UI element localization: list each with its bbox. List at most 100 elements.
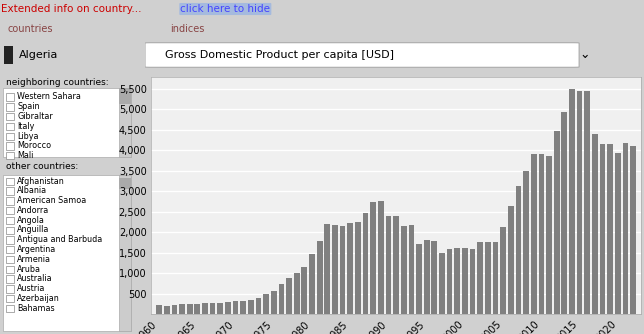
Bar (469, 249, 475, 314)
Bar (256, 298, 261, 314)
Text: Libya: Libya (17, 132, 39, 141)
Text: Bahamas: Bahamas (17, 304, 55, 313)
FancyBboxPatch shape (145, 43, 579, 67)
Bar (340, 225, 345, 314)
Bar (156, 305, 162, 314)
Bar (6, 187, 14, 195)
Bar (286, 278, 292, 314)
Bar (516, 186, 521, 314)
Text: click here to hide: click here to hide (180, 4, 270, 14)
Text: Angola: Angola (17, 216, 45, 225)
Bar (119, 175, 131, 331)
Bar (370, 202, 376, 314)
Bar (6, 246, 14, 254)
Bar (508, 206, 514, 314)
Text: Mali: Mali (17, 151, 33, 160)
Bar (240, 301, 246, 314)
Bar (600, 144, 605, 314)
Bar (6, 285, 14, 293)
Bar (6, 178, 14, 185)
Text: Armenia: Armenia (17, 255, 52, 264)
Bar (546, 156, 552, 314)
Bar (317, 241, 323, 314)
Bar (462, 248, 468, 314)
Bar (562, 112, 567, 314)
Bar (408, 225, 414, 314)
Bar (309, 254, 315, 314)
Bar (523, 171, 529, 314)
Bar (179, 304, 185, 314)
Text: Austria: Austria (17, 284, 46, 293)
FancyBboxPatch shape (3, 89, 131, 157)
Bar (431, 241, 437, 314)
Text: Algeria: Algeria (19, 50, 58, 60)
Text: Antigua and Barbuda: Antigua and Barbuda (17, 235, 102, 244)
Bar (485, 242, 491, 314)
Text: Gibraltar: Gibraltar (17, 112, 53, 121)
Bar (5, 46, 13, 64)
Text: Australia: Australia (17, 274, 53, 283)
Bar (554, 132, 560, 314)
Bar (248, 300, 254, 314)
Bar (615, 153, 621, 314)
Bar (363, 213, 368, 314)
Text: ⌄: ⌄ (579, 48, 590, 61)
Text: Anguilla: Anguilla (17, 225, 50, 234)
Bar (416, 244, 422, 314)
Text: Azerbaijan: Azerbaijan (17, 294, 60, 303)
Bar (6, 142, 14, 150)
Text: countries: countries (7, 24, 53, 34)
Bar (607, 144, 613, 314)
Bar (119, 89, 131, 104)
Bar (424, 240, 430, 314)
Bar (6, 123, 14, 130)
Bar (6, 133, 14, 140)
Bar (6, 113, 14, 121)
Text: Albania: Albania (17, 186, 48, 195)
Bar (6, 295, 14, 302)
Bar (279, 284, 284, 314)
Bar (386, 216, 392, 314)
Text: Argentina: Argentina (17, 245, 57, 254)
Bar (477, 241, 483, 314)
Bar (202, 303, 208, 314)
Text: Aruba: Aruba (17, 265, 41, 274)
Text: Gross Domestic Product per capita [USD]: Gross Domestic Product per capita [USD] (165, 50, 394, 60)
Bar (569, 89, 575, 314)
Bar (194, 304, 200, 314)
Bar (6, 217, 14, 224)
Bar (500, 227, 506, 314)
Text: Andorra: Andorra (17, 206, 50, 215)
Bar (6, 236, 14, 244)
Bar (592, 134, 598, 314)
Bar (301, 267, 307, 314)
Bar (294, 273, 299, 314)
Bar (119, 178, 131, 188)
Bar (531, 154, 536, 314)
Text: Western Sahara: Western Sahara (17, 93, 81, 102)
Bar (439, 253, 445, 314)
Bar (263, 294, 269, 314)
Bar (6, 207, 14, 214)
Bar (119, 89, 131, 157)
Bar (6, 226, 14, 234)
Text: Italy: Italy (17, 122, 35, 131)
Bar (218, 303, 223, 314)
Text: Afghanistan: Afghanistan (17, 177, 65, 186)
Bar (584, 91, 590, 314)
Text: indices: indices (170, 24, 204, 34)
Bar (378, 201, 384, 314)
Bar (6, 94, 14, 101)
Bar (623, 143, 629, 314)
Bar (447, 248, 453, 314)
Bar (6, 276, 14, 283)
Bar (325, 224, 330, 314)
FancyBboxPatch shape (3, 175, 131, 331)
Bar (577, 91, 582, 314)
Text: neighboring countries:: neighboring countries: (6, 78, 108, 87)
Text: Spain: Spain (17, 102, 40, 111)
Bar (187, 304, 193, 314)
Bar (393, 216, 399, 314)
Bar (164, 306, 169, 314)
Bar (232, 301, 238, 314)
